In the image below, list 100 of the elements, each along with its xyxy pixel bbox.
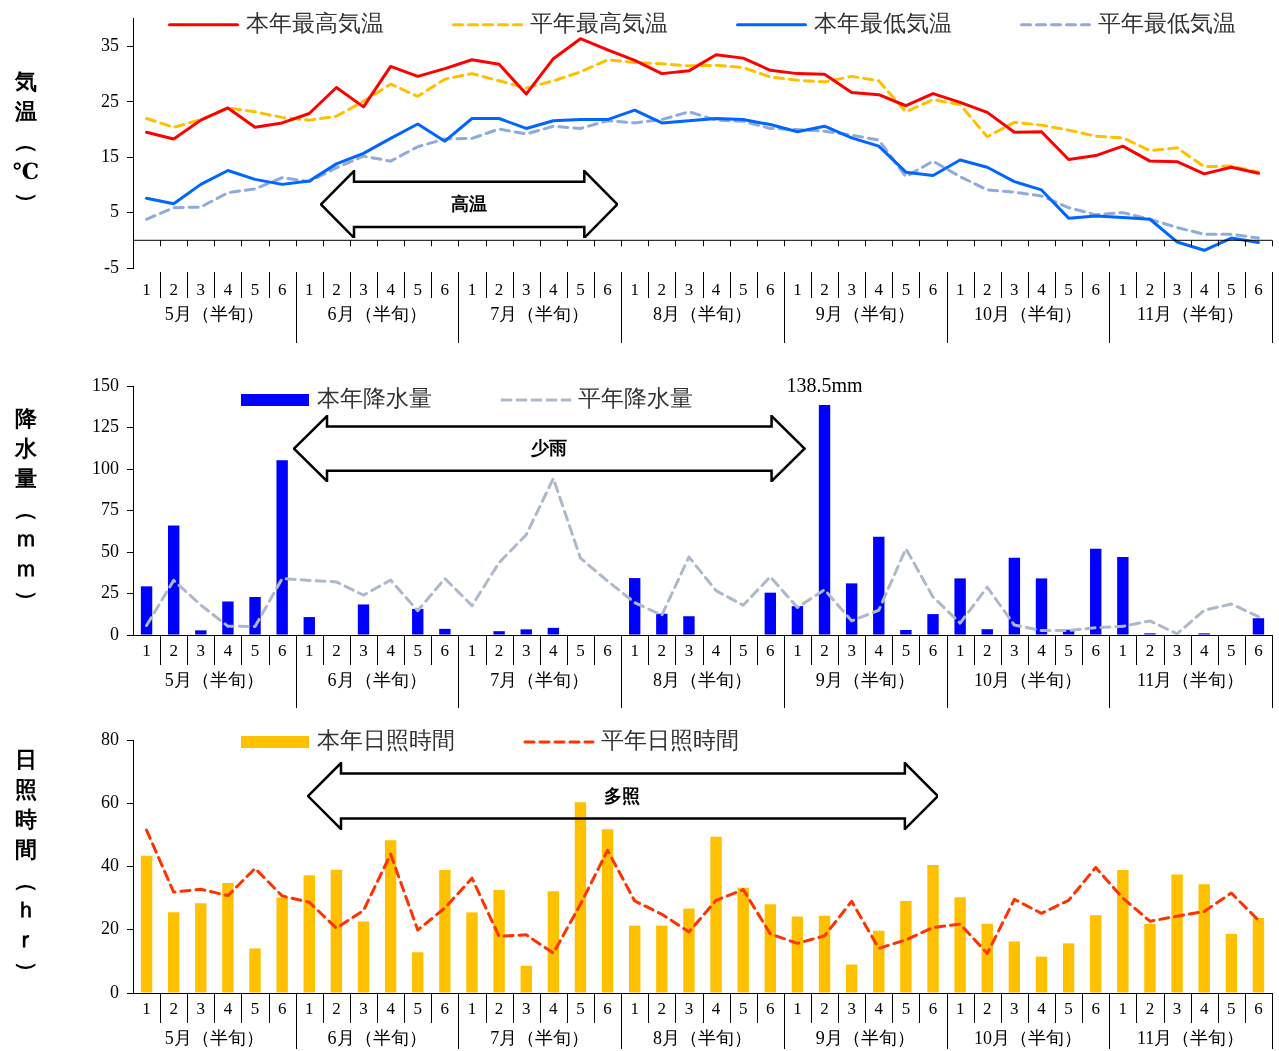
legend-label: 本年最高気温	[245, 9, 384, 36]
x-tick-label: 2	[983, 640, 992, 660]
x-tick-label: 6	[277, 640, 287, 660]
x-tick-label: 2	[983, 279, 992, 299]
bar	[845, 964, 858, 993]
x-tick-label: 6	[1254, 998, 1263, 1018]
y-tick-label: -5	[104, 256, 119, 277]
line-series	[145, 476, 1260, 635]
x-tick-label: 4	[549, 998, 559, 1018]
bar	[1252, 918, 1265, 993]
annotation: 多照	[603, 784, 642, 808]
bar	[276, 460, 288, 635]
x-tick-label: 5	[250, 279, 260, 299]
legend-label: 本年日照時間	[317, 726, 455, 753]
x-tick-label: 1	[630, 279, 639, 299]
bar	[764, 592, 776, 635]
bar	[1008, 941, 1021, 993]
x-tick-label: 5	[901, 279, 911, 299]
bar	[249, 596, 261, 635]
text: 5月（半旬）	[164, 303, 264, 324]
x-tick-label: 6	[603, 640, 612, 660]
bar	[276, 897, 288, 993]
x-tick-label: 6	[766, 998, 775, 1018]
x-tick-label: 6	[277, 998, 287, 1018]
x-tick-label: 4	[223, 998, 233, 1018]
x-tick-label: 3	[521, 640, 531, 660]
x-tick-label: 4	[1199, 279, 1209, 299]
x-tick-label: 2	[820, 998, 829, 1018]
x-tick-label: 1	[955, 998, 965, 1018]
bar	[1035, 578, 1048, 635]
x-tick-label: 6	[440, 279, 450, 299]
bar	[547, 627, 560, 635]
text: 11月（半旬）	[1136, 669, 1245, 690]
x-tick-label: 6	[603, 998, 612, 1018]
x-tick-label: 4	[874, 640, 884, 660]
x-tick-label: 6	[928, 279, 938, 299]
x-tick-label: 6	[440, 998, 450, 1018]
x-tick-label: 3	[684, 640, 694, 660]
legend-label: 平年日照時間	[601, 726, 739, 753]
legend-label: 本年降水量	[317, 384, 432, 411]
x-tick-label: 2	[494, 279, 504, 299]
x-tick-label: 3	[521, 279, 531, 299]
x-tick-label: 4	[1199, 998, 1209, 1018]
bar	[764, 904, 776, 993]
bar	[140, 586, 153, 635]
x-tick-label: 5	[413, 640, 422, 660]
x-tick-label: 2	[332, 998, 341, 1018]
x-tick-label: 5	[413, 279, 422, 299]
y-tick-label: 80	[101, 728, 119, 749]
bar	[1117, 869, 1129, 993]
bar	[439, 628, 451, 635]
x-tick-label: 3	[847, 279, 856, 299]
x-tick-label: 3	[359, 998, 368, 1018]
bar	[439, 869, 451, 993]
text: 8月（半旬）	[653, 303, 752, 324]
bar	[547, 891, 560, 993]
x-tick-label: 4	[711, 998, 721, 1018]
bar	[845, 583, 858, 635]
text: 6月（半旬）	[327, 303, 427, 324]
y-axis-title: 気温（℃）	[12, 69, 41, 215]
annotation: 少雨	[530, 436, 569, 461]
x-tick-label: 5	[738, 998, 748, 1018]
bar	[1225, 933, 1238, 993]
x-tick-label: 3	[1010, 279, 1019, 299]
bar	[818, 405, 831, 635]
x-tick-label: 2	[1145, 640, 1155, 660]
x-tick-label: 1	[630, 640, 639, 660]
y-tick-label: 35	[101, 35, 119, 56]
text: 9月（半旬）	[815, 1027, 915, 1048]
x-tick-label: 2	[169, 998, 178, 1018]
line-series	[145, 828, 1260, 955]
y-tick-label: 125	[92, 416, 119, 437]
bar	[656, 613, 668, 635]
x-tick-label: 4	[874, 279, 884, 299]
y-tick-label: 60	[101, 791, 119, 812]
y-tick-label: 50	[101, 540, 119, 561]
text: 10月（半旬）	[973, 1027, 1082, 1048]
bar	[249, 948, 261, 993]
y-tick-label: 100	[92, 457, 119, 478]
y-tick-label: 0	[110, 981, 119, 1002]
bar	[357, 921, 370, 993]
x-tick-label: 4	[1199, 640, 1209, 660]
y-tick-label: 15	[101, 145, 119, 166]
bar	[900, 630, 912, 635]
y-axis-title: 降水量（ｍｍ）	[14, 406, 41, 612]
bar	[222, 882, 234, 993]
text: 8月（半旬）	[653, 669, 752, 690]
x-tick-label: 4	[386, 279, 396, 299]
bar	[1198, 884, 1210, 993]
x-tick-label: 4	[223, 279, 233, 299]
x-tick-label: 1	[793, 640, 802, 660]
x-tick-label: 4	[549, 279, 559, 299]
x-tick-label: 4	[549, 640, 559, 660]
bar	[167, 525, 180, 635]
x-tick-label: 2	[657, 640, 667, 660]
bar	[656, 925, 668, 993]
bar	[981, 629, 993, 635]
bar	[303, 875, 315, 993]
x-tick-label: 1	[955, 640, 965, 660]
bar	[1090, 548, 1102, 635]
